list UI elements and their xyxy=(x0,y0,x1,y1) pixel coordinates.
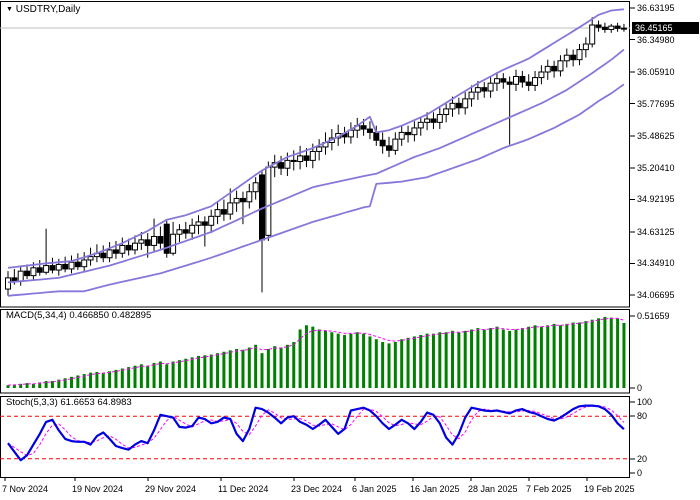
date-axis-label: 19 Feb 2025 xyxy=(584,484,635,494)
price-axis-label: 35.77695 xyxy=(637,98,675,109)
macd-signal-line xyxy=(7,317,625,386)
stoch-value-2: 64.8983 xyxy=(97,397,132,408)
price-axis-label: 35.48625 xyxy=(637,131,675,142)
stoch-axis-label: 20 xyxy=(637,453,648,464)
price-axis-label: 35.20410 xyxy=(637,162,675,173)
current-price-tag: 36.45165 xyxy=(632,22,699,35)
macd-axis-max: 0.51659 xyxy=(637,311,670,321)
macd-value-1: 0.466850 xyxy=(69,310,109,321)
date-axis-label: 19 Nov 2024 xyxy=(72,484,124,494)
price-axis-label: 36.05910 xyxy=(637,67,675,78)
price-axis-label: 34.06695 xyxy=(637,290,675,300)
lower_band xyxy=(7,83,625,297)
macd-name: MACD(5,34,4) xyxy=(6,310,67,321)
price-axis-label: 34.63125 xyxy=(637,226,675,237)
date-axis-label: 7 Nov 2024 xyxy=(2,484,49,494)
stoch-indicator-label: Stoch(5,3,3) 61.6653 64.8983 xyxy=(6,397,132,408)
collapse-triangle-icon[interactable]: ▼ xyxy=(6,6,13,13)
middle_band xyxy=(7,48,625,284)
macd-histogram xyxy=(6,316,626,388)
price-axis-label: 34.34910 xyxy=(637,258,675,269)
symbol-label-text: USDTRY,Daily xyxy=(15,4,81,15)
date-axis-label: 28 Jan 2025 xyxy=(468,484,518,494)
current-price-text: 36.45165 xyxy=(635,23,673,34)
date-axis-label: 23 Dec 2024 xyxy=(291,484,343,494)
stoch-axis-label: 80 xyxy=(637,411,648,422)
macd-axis-min: 0 xyxy=(637,383,643,393)
date-axis-label: 29 Nov 2024 xyxy=(145,484,197,494)
price-axis-label: 36.34980 xyxy=(637,34,675,45)
price-axis-label: 34.92195 xyxy=(637,194,675,205)
stoch-axis-label: 0 xyxy=(637,468,643,478)
candlesticks xyxy=(5,17,627,296)
stoch-name: Stoch(5,3,3) xyxy=(6,397,58,408)
stoch-main-line xyxy=(7,404,625,462)
macd-value-2: 0.482895 xyxy=(111,310,152,321)
stoch-value-1: 61.6653 xyxy=(60,397,95,408)
upper_band xyxy=(7,8,624,269)
date-axis-label: 6 Jan 2025 xyxy=(352,484,397,494)
price-axis-label: 36.63195 xyxy=(637,3,675,13)
stoch-axis-label: 100 xyxy=(637,397,653,407)
macd-indicator-label: MACD(5,34,4) 0.466850 0.482895 xyxy=(6,310,151,321)
date-axis-label: 16 Jan 2025 xyxy=(410,484,460,494)
date-axis-label: 7 Feb 2025 xyxy=(526,484,572,494)
symbol-label: ▼ USDTRY,Daily xyxy=(6,4,80,15)
date-axis-label: 11 Dec 2024 xyxy=(218,484,269,494)
